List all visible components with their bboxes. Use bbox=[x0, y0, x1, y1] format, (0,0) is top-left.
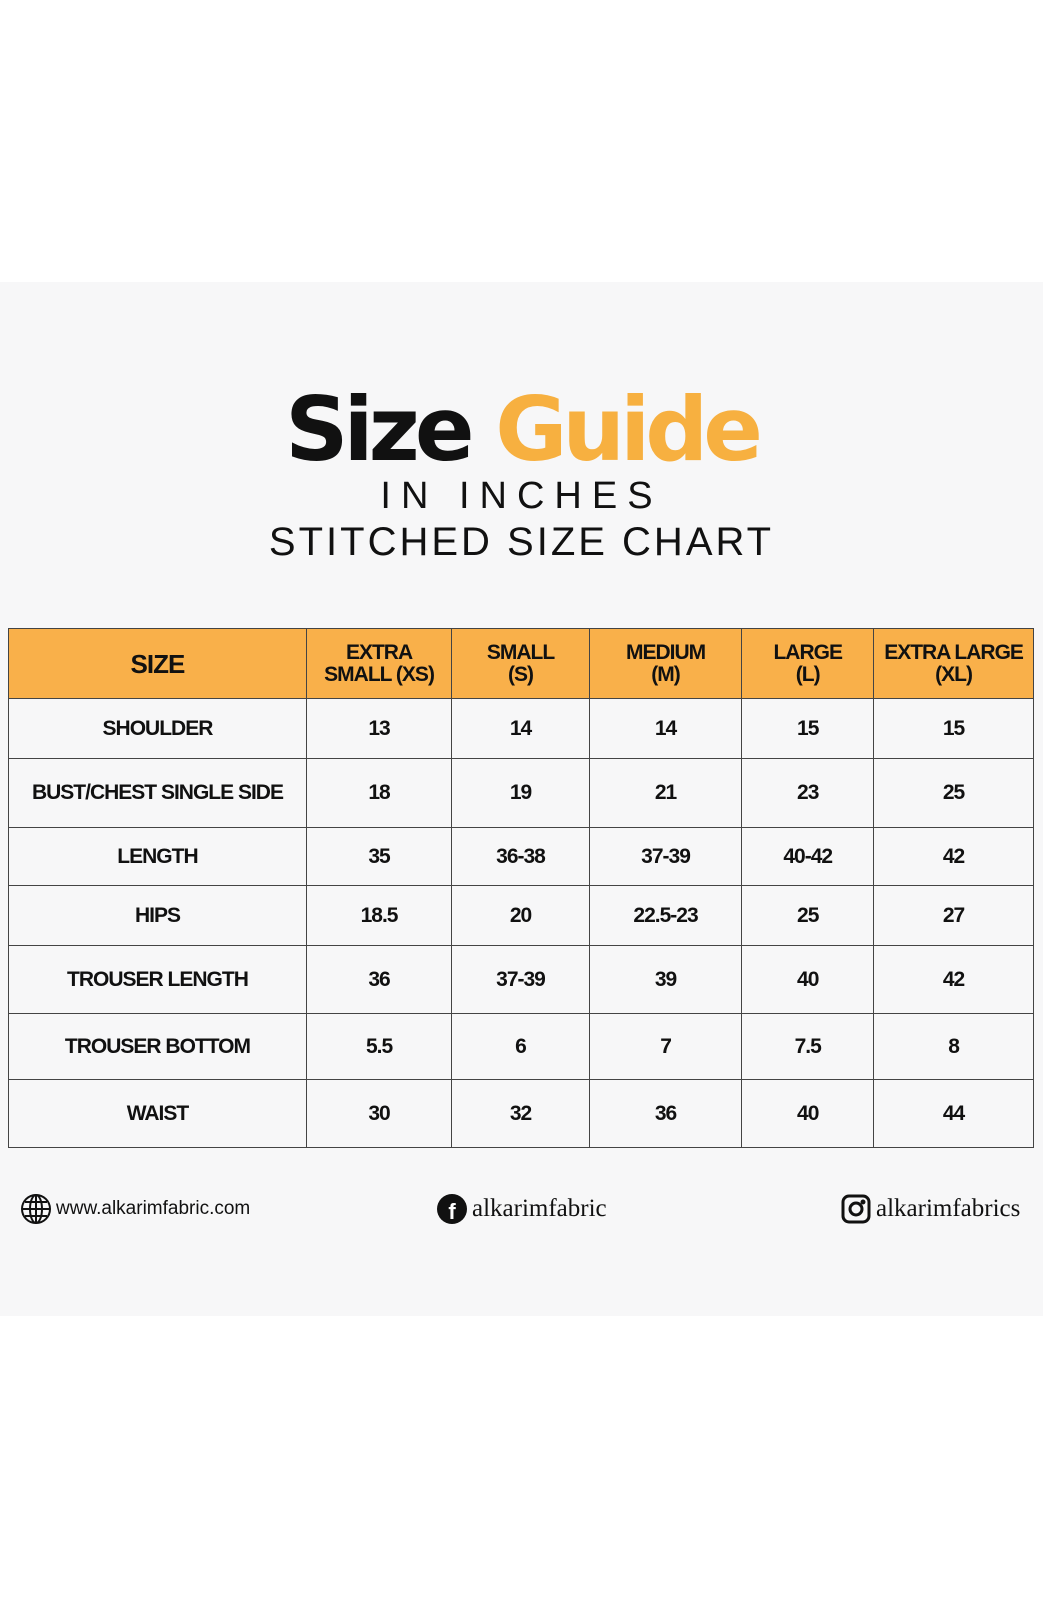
measurement-value: 36 bbox=[305, 945, 453, 1014]
globe-icon bbox=[21, 1194, 51, 1224]
measurement-value: 7.5 bbox=[741, 1013, 875, 1080]
measurement-value: 40 bbox=[741, 945, 875, 1014]
table-row: TROUSER LENGTH 36 37-39 39 40 42 bbox=[8, 945, 1034, 1014]
table-row: TROUSER BOTTOM 5.5 6 7 7.5 8 bbox=[8, 1013, 1034, 1080]
table-row: LENGTH 35 36-38 37-39 40-42 42 bbox=[8, 827, 1034, 886]
size-table: SIZE EXTRA SMALL (XS) SMALL (S) MEDIUM (M) LARG… bbox=[8, 628, 1034, 1148]
facebook-handle: alkarimfabric bbox=[472, 1195, 607, 1222]
subtitle-chart: STITCHED SIZE CHART bbox=[268, 520, 775, 564]
column-header: LARGE (L) bbox=[741, 628, 875, 699]
measurement-label: TROUSER BOTTOM bbox=[8, 1013, 307, 1080]
facebook-icon: f bbox=[437, 1194, 467, 1224]
measurement-value: 7 bbox=[588, 1013, 743, 1080]
column-header: EXTRA SMALL (XS) bbox=[305, 628, 453, 699]
measurement-label: BUST/CHEST SINGLE SIDE bbox=[8, 758, 307, 828]
measurement-value: 18 bbox=[305, 758, 453, 828]
measurement-label: SHOULDER bbox=[8, 698, 307, 759]
column-header-line: EXTRA LARGE bbox=[884, 640, 1024, 664]
column-header: MEDIUM (M) bbox=[588, 628, 743, 699]
instagram-link[interactable]: alkarimfabrics bbox=[840, 1193, 1020, 1225]
column-header-line: SMALL (XS) bbox=[324, 662, 435, 686]
svg-text:f: f bbox=[448, 1199, 456, 1224]
measurement-value: 40-42 bbox=[741, 827, 875, 886]
measurement-value: 19 bbox=[451, 758, 590, 828]
measurement-value: 22.5-23 bbox=[588, 885, 743, 946]
website-text: www.alkarimfabric.com bbox=[56, 1198, 251, 1219]
column-header: SMALL (S) bbox=[451, 628, 590, 699]
measurement-value: 42 bbox=[873, 827, 1034, 886]
measurement-value: 39 bbox=[588, 945, 743, 1014]
column-header-line: (M) bbox=[651, 662, 680, 686]
measurement-value: 44 bbox=[873, 1079, 1034, 1148]
measurement-value: 37-39 bbox=[451, 945, 590, 1014]
measurement-value: 23 bbox=[741, 758, 875, 828]
measurement-value: 40 bbox=[741, 1079, 875, 1148]
column-header-line: (XL) bbox=[935, 662, 973, 686]
website-link[interactable]: www.alkarimfabric.com bbox=[20, 1193, 250, 1225]
measurement-value: 15 bbox=[873, 698, 1034, 759]
table-row: SHOULDER 13 14 14 15 15 bbox=[8, 698, 1034, 759]
measurement-value: 13 bbox=[305, 698, 453, 759]
measurement-value: 36-38 bbox=[451, 827, 590, 886]
measurement-value: 36 bbox=[588, 1079, 743, 1148]
measurement-label: WAIST bbox=[8, 1079, 307, 1148]
measurement-value: 37-39 bbox=[588, 827, 743, 886]
measurement-value: 25 bbox=[741, 885, 875, 946]
table-row: HIPS 18.5 20 22.5-23 25 27 bbox=[8, 885, 1034, 946]
measurement-value: 6 bbox=[451, 1013, 590, 1080]
header-row: SIZE EXTRA SMALL (XS) SMALL (S) MEDIUM (M) LARG… bbox=[8, 628, 1034, 699]
measurement-value: 14 bbox=[451, 698, 590, 759]
subtitle-units: IN INCHES bbox=[380, 475, 663, 517]
table-row: WAIST 30 32 36 40 44 bbox=[8, 1079, 1034, 1148]
measurement-value: 35 bbox=[305, 827, 453, 886]
measurement-value: 18.5 bbox=[305, 885, 453, 946]
measurement-value: 20 bbox=[451, 885, 590, 946]
measurement-label: LENGTH bbox=[8, 827, 307, 886]
measurement-value: 15 bbox=[741, 698, 875, 759]
measurement-label: TROUSER LENGTH bbox=[8, 945, 307, 1014]
column-header-line: LARGE bbox=[773, 640, 842, 664]
column-header-line: (L) bbox=[795, 662, 821, 686]
measurement-label: HIPS bbox=[8, 885, 307, 946]
title-word-size: Size bbox=[285, 378, 474, 481]
measurement-value: 42 bbox=[873, 945, 1034, 1014]
measurement-value: 30 bbox=[305, 1079, 453, 1148]
measurement-value: 32 bbox=[451, 1079, 590, 1148]
measurement-value: 14 bbox=[588, 698, 743, 759]
column-header: SIZE bbox=[8, 628, 307, 699]
column-header: EXTRA LARGE (XL) bbox=[873, 628, 1034, 699]
measurement-value: 27 bbox=[873, 885, 1034, 946]
column-header-line: (S) bbox=[508, 662, 534, 686]
facebook-link[interactable]: f alkarimfabric bbox=[436, 1193, 607, 1225]
instagram-icon bbox=[841, 1194, 871, 1224]
measurement-value: 5.5 bbox=[305, 1013, 453, 1080]
page-title: Size Guide bbox=[0, 380, 1043, 480]
instagram-handle: alkarimfabrics bbox=[876, 1195, 1021, 1222]
column-header-line: MEDIUM bbox=[625, 640, 706, 664]
title-word-guide: Guide bbox=[495, 378, 763, 481]
measurement-value: 21 bbox=[588, 758, 743, 828]
table-row: BUST/CHEST SINGLE SIDE 18 19 21 23 25 bbox=[8, 758, 1034, 828]
measurement-value: 25 bbox=[873, 758, 1034, 828]
column-header-line: SMALL bbox=[486, 640, 555, 664]
column-header-line: EXTRA bbox=[345, 640, 413, 664]
column-header-line: SIZE bbox=[130, 648, 186, 679]
measurement-value: 8 bbox=[873, 1013, 1034, 1080]
